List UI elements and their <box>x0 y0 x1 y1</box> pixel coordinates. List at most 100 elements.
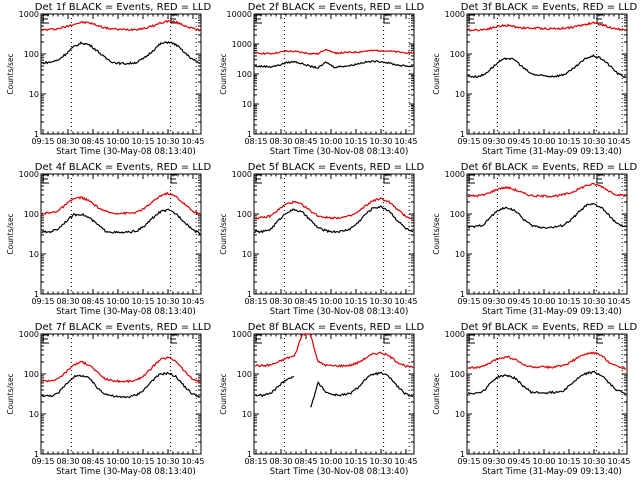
x-tick-label: 10:30 <box>156 137 179 146</box>
x-tick-label: 08:30 <box>269 457 292 466</box>
x-tick-label: 09:30 <box>482 297 505 306</box>
plot-frame <box>40 13 202 135</box>
series-events-line <box>41 40 201 66</box>
x-tick-label: 10:30 <box>582 297 605 306</box>
x-axis-label: Start Time (30-May-08 08:13:40) <box>56 307 196 317</box>
e-marker <box>596 174 603 184</box>
panel-title: Det 9f BLACK = Events, RED = LLD <box>461 322 638 333</box>
panel-title: Det 3f BLACK = Events, RED = LLD <box>461 2 638 13</box>
y-tick-label: 1 <box>460 450 465 459</box>
plot-frame <box>253 13 415 135</box>
y-tick-label: 100 <box>24 370 39 379</box>
panel-det-1: Det 1f BLACK = Events, RED = LLD 1 10 100 10… <box>6 2 211 157</box>
e-marker <box>255 174 262 184</box>
x-tick-label: 10:45 <box>394 137 417 146</box>
x-tick-label: 10:45 <box>181 297 204 306</box>
y-tick-label: 1 <box>460 290 465 299</box>
series-events-line <box>467 54 627 79</box>
x-tick-label: 10:15 <box>557 297 580 306</box>
y-tick-label: 1 <box>247 450 252 459</box>
x-tick-label: 09:30 <box>482 457 505 466</box>
series-events-line <box>254 205 414 234</box>
series-lld-line <box>41 191 201 216</box>
panel-det-4: Det 4f BLACK = Events, RED = LLD 1 10 100 10… <box>6 162 211 317</box>
e-marker <box>383 174 390 184</box>
x-tick-label: 08:45 <box>81 137 104 146</box>
x-tick-label: 10:15 <box>344 137 367 146</box>
panel-title: Det 6f BLACK = Events, RED = LLD <box>461 162 638 173</box>
x-tick-label: 10:30 <box>582 457 605 466</box>
y-tick-label: 100 <box>237 70 252 79</box>
y-axis-label: Counts/sec <box>219 373 228 414</box>
x-tick-label: 09:15 <box>457 137 480 146</box>
y-tick-label: 100 <box>237 370 252 379</box>
x-tick-label: 09:15 <box>31 297 54 306</box>
y-tick-label: 1 <box>34 450 39 459</box>
y-tick-label: 1 <box>247 130 252 139</box>
e-marker <box>170 174 177 184</box>
series-lld-line <box>467 182 627 199</box>
y-tick-label: 10000 <box>227 10 252 19</box>
e-marker <box>383 14 390 24</box>
x-tick-label: 10:15 <box>131 297 154 306</box>
y-tick-label: 10 <box>29 90 39 99</box>
x-tick-label: 10:30 <box>369 297 392 306</box>
e-marker <box>383 334 390 344</box>
x-axis-label: Start Time (30-May-08 08:13:40) <box>56 147 196 157</box>
y-tick-label: 1000 <box>232 170 252 179</box>
plot-frame <box>466 173 628 295</box>
y-axis-label: Counts/sec <box>6 373 15 414</box>
x-tick-label: 10:45 <box>394 297 417 306</box>
x-tick-label: 10:15 <box>557 137 580 146</box>
y-axis-label: Counts/sec <box>432 373 441 414</box>
e-marker <box>468 174 475 184</box>
x-tick-label: 09:45 <box>507 457 530 466</box>
x-axis-label: Start Time (31-May-09 09:13:40) <box>482 307 622 317</box>
x-tick-label: 10:00 <box>106 137 129 146</box>
x-tick-label: 10:30 <box>369 457 392 466</box>
series-lld-line <box>254 333 414 369</box>
x-tick-label: 08:45 <box>81 457 104 466</box>
x-tick-label: 10:15 <box>557 457 580 466</box>
x-tick-label: 10:00 <box>532 297 555 306</box>
series-events-line <box>41 371 201 399</box>
plot-frame <box>253 333 415 455</box>
e-marker <box>42 14 49 24</box>
panel-det-3: Det 3f BLACK = Events, RED = LLD 1 10 100 10… <box>432 2 637 157</box>
series-events-line <box>254 60 414 69</box>
y-axis-label: Counts/sec <box>432 213 441 254</box>
y-tick-label: 1000 <box>19 330 39 339</box>
series-events-line <box>467 202 627 230</box>
x-axis-label: Start Time (31-May-09 09:13:40) <box>482 147 622 157</box>
panel-title: Det 5f BLACK = Events, RED = LLD <box>248 162 425 173</box>
y-tick-label: 100 <box>450 50 465 59</box>
y-tick-label: 1000 <box>445 330 465 339</box>
x-tick-label: 09:15 <box>31 457 54 466</box>
x-tick-label: 10:15 <box>131 137 154 146</box>
plot-frame <box>40 173 202 295</box>
series-events-line <box>254 371 414 408</box>
y-tick-label: 10 <box>455 410 465 419</box>
y-axis-label: Counts/sec <box>219 213 228 254</box>
y-tick-label: 1000 <box>445 10 465 19</box>
y-tick-label: 1 <box>34 290 39 299</box>
y-tick-label: 1 <box>460 130 465 139</box>
panel-det-9: Det 9f BLACK = Events, RED = LLD 1 10 100 10… <box>432 322 637 477</box>
e-marker <box>170 14 177 24</box>
panel-det-6: Det 6f BLACK = Events, RED = LLD 1 10 100 10… <box>432 162 637 317</box>
x-tick-label: 10:15 <box>131 457 154 466</box>
x-tick-label: 08:30 <box>269 297 292 306</box>
plot-frame <box>466 13 628 135</box>
e-marker <box>468 334 475 344</box>
panel-title: Det 2f BLACK = Events, RED = LLD <box>248 2 425 13</box>
e-marker <box>170 334 177 344</box>
series-lld-line <box>41 356 201 384</box>
x-tick-label: 09:15 <box>457 457 480 466</box>
x-tick-label: 09:45 <box>507 297 530 306</box>
x-tick-label: 10:00 <box>319 457 342 466</box>
y-tick-label: 10 <box>455 250 465 259</box>
series-lld-line <box>467 351 627 370</box>
x-tick-label: 09:15 <box>457 297 480 306</box>
e-marker <box>596 334 603 344</box>
